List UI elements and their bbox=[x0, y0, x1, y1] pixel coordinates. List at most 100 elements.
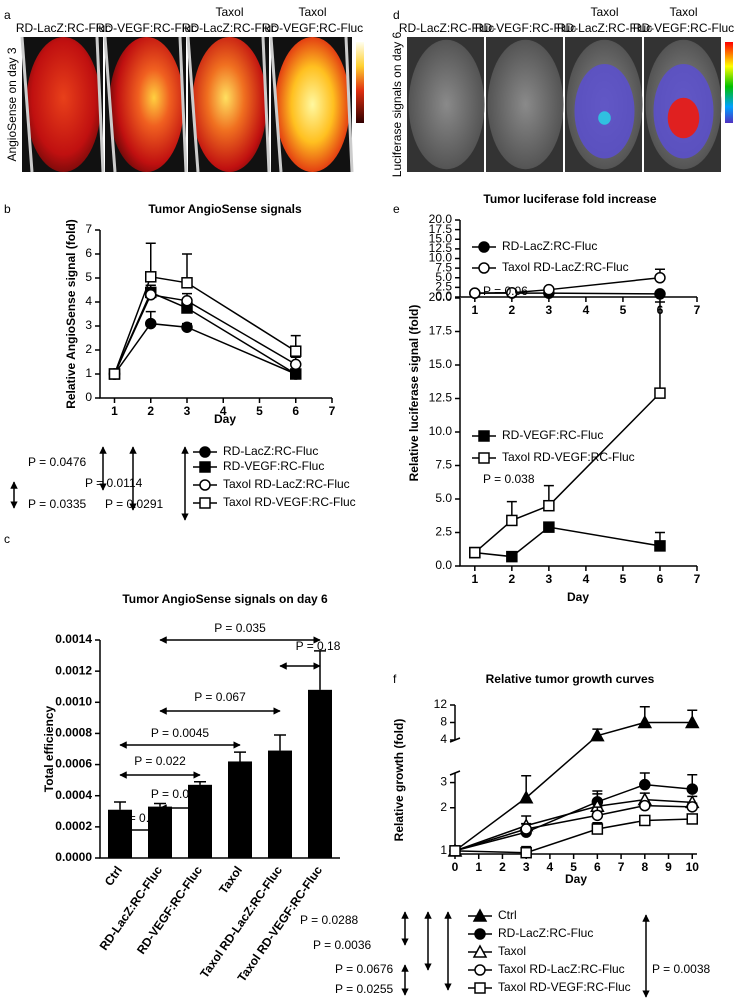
marker bbox=[543, 283, 555, 296]
y-tick-label: 7.5 bbox=[435, 458, 452, 472]
y-tick-label: 3 bbox=[440, 775, 447, 789]
y-tick-label: 2 bbox=[440, 800, 447, 814]
bar bbox=[268, 750, 292, 858]
image-fur bbox=[103, 36, 188, 173]
x-tick-label: 4 bbox=[583, 303, 590, 317]
series-line bbox=[474, 526, 661, 558]
bar bbox=[108, 809, 132, 858]
series-line bbox=[474, 277, 661, 294]
y-tick-label: 4 bbox=[440, 732, 447, 746]
legend-marker bbox=[199, 446, 211, 458]
axis-break bbox=[449, 737, 461, 776]
marker bbox=[506, 514, 518, 527]
marker bbox=[520, 846, 532, 859]
annotation: P = 0.0291 bbox=[105, 497, 163, 511]
marker bbox=[290, 368, 302, 380]
x-tick-label: 5 bbox=[620, 303, 627, 317]
marker bbox=[639, 778, 651, 791]
x-tick-label: 2 bbox=[147, 404, 154, 418]
x-tick-label: 7 bbox=[618, 860, 625, 874]
marker bbox=[654, 540, 666, 552]
marker bbox=[684, 714, 700, 729]
x-tick-label: 9 bbox=[665, 860, 672, 874]
y-axis-label: Total efficiency bbox=[42, 705, 56, 792]
y-axis-label: Relative luciferase signal (fold) bbox=[407, 305, 421, 482]
x-tick-label: 0 bbox=[452, 860, 459, 874]
y-tick-label: 0.0010 bbox=[55, 694, 92, 708]
annotation: P = 0.0038 bbox=[652, 962, 710, 976]
column-label: RD-VEGF:RC-Fluc bbox=[475, 21, 576, 35]
marker bbox=[181, 295, 193, 307]
y-tick-label: 5.0 bbox=[435, 491, 452, 505]
x-tick-label: 2 bbox=[499, 860, 506, 874]
x-axis-label: Day bbox=[214, 412, 236, 426]
legend-marker bbox=[472, 944, 488, 958]
error-bar bbox=[194, 780, 206, 785]
y-tick-label: 0.0008 bbox=[55, 726, 92, 740]
y-tick-label: 12.5 bbox=[429, 391, 453, 405]
image-fur bbox=[20, 36, 105, 173]
annotation: P = 0.0335 bbox=[28, 497, 86, 511]
y-tick-label: 1 bbox=[85, 366, 92, 380]
marker bbox=[639, 799, 651, 812]
x-axis-label: Day bbox=[567, 590, 589, 604]
y-tick-label: 3 bbox=[85, 318, 92, 332]
y-tick-label: 0 bbox=[85, 390, 92, 404]
legend-marker bbox=[474, 964, 486, 976]
axis bbox=[99, 640, 340, 859]
x-tick-label: 7 bbox=[694, 303, 701, 317]
panel-letter: a bbox=[4, 8, 11, 22]
y-tick-label: 17.5 bbox=[429, 324, 453, 338]
annotation: P = 0.0114 bbox=[85, 476, 143, 490]
y-tick-label: 20.0 bbox=[429, 290, 453, 304]
y-tick-label: 0.0012 bbox=[55, 663, 92, 677]
marker bbox=[639, 814, 651, 827]
marker bbox=[290, 345, 302, 357]
column-label: RD-LacZ:RC-Fluc bbox=[557, 21, 652, 35]
y-tick-label: 15.0 bbox=[429, 357, 453, 371]
bar bbox=[308, 689, 332, 858]
panel-letter: b bbox=[4, 202, 11, 216]
marker bbox=[181, 321, 193, 333]
annotation: P = 0.0676 bbox=[335, 962, 393, 976]
image-signal bbox=[275, 37, 350, 172]
legend-label: Taxol RD-LacZ:RC-Fluc bbox=[502, 260, 629, 274]
marker bbox=[449, 845, 461, 857]
column-pretitle: Taxol bbox=[215, 5, 243, 19]
series-line bbox=[113, 275, 297, 375]
image-signal bbox=[598, 111, 611, 125]
y-tick-label: 2.5 bbox=[435, 525, 452, 539]
comparison-label: P = 0.067 bbox=[194, 690, 246, 704]
x-tick-label: 6 bbox=[292, 404, 299, 418]
marker bbox=[686, 813, 699, 825]
image-signal bbox=[192, 37, 267, 172]
column-pretitle: Taxol bbox=[298, 5, 326, 19]
image-signal bbox=[26, 37, 101, 172]
colorbar bbox=[356, 42, 364, 123]
x-tick-label: 1 bbox=[471, 572, 478, 586]
column-label: RD-VEGF:RC-Fluc bbox=[633, 21, 734, 35]
marker bbox=[520, 823, 532, 835]
legend-marker bbox=[474, 982, 486, 994]
x-tick-label: 3 bbox=[546, 303, 553, 317]
axis bbox=[454, 705, 697, 855]
x-tick-label: Ctrl bbox=[102, 864, 125, 889]
y-tick-label: 0.0014 bbox=[55, 632, 92, 646]
legend-label: Taxol RD-VEGF:RC-Fluc bbox=[223, 495, 356, 509]
error-bar bbox=[154, 802, 166, 807]
bar bbox=[188, 784, 212, 858]
x-tick-label: 7 bbox=[694, 572, 701, 586]
error-bar bbox=[314, 650, 326, 690]
chart-title: Relative tumor growth curves bbox=[486, 672, 655, 686]
chart-title: Tumor luciferase fold increase bbox=[483, 192, 656, 206]
series-line bbox=[113, 322, 297, 375]
marker bbox=[637, 714, 653, 729]
legend-marker bbox=[199, 461, 211, 473]
x-tick-label: 4 bbox=[547, 860, 554, 874]
comparison-label: P = 0.0027 bbox=[151, 787, 209, 801]
x-tick-label: 5 bbox=[570, 860, 577, 874]
error-bar bbox=[654, 301, 665, 394]
legend-marker bbox=[478, 452, 490, 464]
comparison-label: P = 0.0045 bbox=[151, 726, 209, 740]
